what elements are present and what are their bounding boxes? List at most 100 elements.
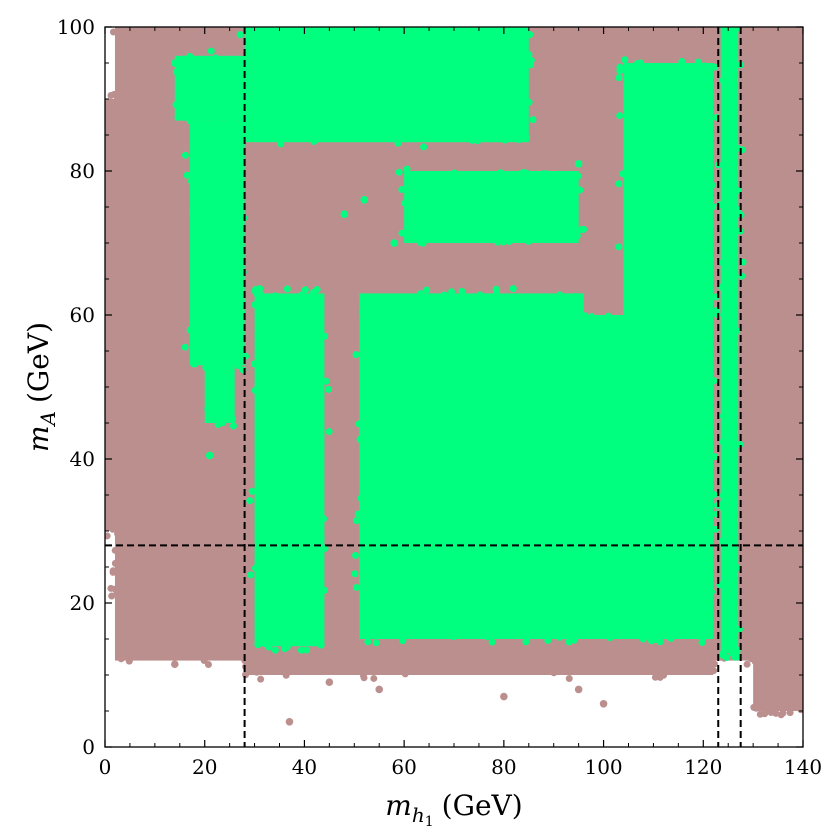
edge-point xyxy=(750,41,758,49)
data-point xyxy=(360,196,369,204)
edge-point xyxy=(499,238,507,246)
edge-point xyxy=(746,317,754,325)
edge-point xyxy=(468,136,476,144)
edge-point xyxy=(105,370,109,378)
edge-point xyxy=(779,705,787,713)
edge-point xyxy=(352,551,360,559)
edge-point xyxy=(804,131,811,138)
edge-point xyxy=(525,51,533,59)
x-tick-label: 0 xyxy=(99,755,112,779)
data-point xyxy=(200,37,209,46)
edge-point xyxy=(403,165,411,173)
edge-point xyxy=(186,326,194,334)
data-point xyxy=(126,613,134,622)
edge-point xyxy=(619,170,627,178)
edge-point xyxy=(394,139,402,147)
edge-point xyxy=(237,147,245,155)
edge-point xyxy=(641,19,648,26)
edge-point xyxy=(173,68,181,76)
edge-point xyxy=(117,655,125,663)
edge-point xyxy=(713,241,721,249)
edge-point xyxy=(254,62,262,70)
edge-point xyxy=(234,362,242,370)
data-point xyxy=(465,224,473,233)
edge-point xyxy=(534,274,542,282)
edge-point xyxy=(734,205,742,213)
edge-point xyxy=(550,669,558,677)
edge-point xyxy=(105,119,108,127)
edge-point xyxy=(263,27,271,35)
edge-point xyxy=(245,49,253,57)
x-tick-label: 80 xyxy=(491,755,516,779)
edge-point xyxy=(715,501,723,509)
edge-point xyxy=(141,94,149,102)
edge-point xyxy=(282,671,290,679)
edge-point xyxy=(733,327,741,335)
edge-point xyxy=(326,146,334,154)
edge-point xyxy=(799,465,803,473)
edge-point xyxy=(529,294,537,302)
edge-point xyxy=(111,546,119,554)
edge-point xyxy=(353,667,361,675)
edge-point xyxy=(297,291,305,299)
edge-point xyxy=(798,20,805,27)
edge-point xyxy=(195,653,203,661)
edge-point xyxy=(325,428,333,436)
edge-point xyxy=(776,19,783,26)
edge-point xyxy=(152,486,160,494)
edge-point xyxy=(320,586,328,594)
edge-point xyxy=(370,674,378,682)
edge-point xyxy=(401,670,409,678)
series-2-points xyxy=(171,19,747,661)
edge-point xyxy=(722,245,730,253)
edge-point xyxy=(265,643,273,651)
edge-point xyxy=(237,139,245,147)
edge-point xyxy=(573,272,581,280)
edge-point xyxy=(246,497,254,505)
edge-point xyxy=(122,531,130,539)
edge-point xyxy=(571,187,579,195)
edge-point xyxy=(333,19,340,26)
edge-point xyxy=(544,636,552,644)
edge-point xyxy=(200,358,208,366)
edge-point xyxy=(515,136,523,144)
edge-point xyxy=(172,101,180,109)
edge-point xyxy=(207,47,215,55)
edge-point xyxy=(536,145,544,153)
reference-lines xyxy=(105,27,803,747)
edge-point xyxy=(577,341,585,349)
edge-point xyxy=(148,180,156,188)
edge-point xyxy=(729,20,736,27)
edge-point xyxy=(476,291,484,299)
edge-point xyxy=(637,59,645,67)
edge-point xyxy=(359,359,367,367)
edge-point xyxy=(795,147,803,155)
edge-point xyxy=(364,638,372,646)
edge-point xyxy=(488,293,496,301)
edge-point xyxy=(534,27,542,30)
edge-point xyxy=(227,306,235,314)
edge-point xyxy=(239,596,247,604)
edge-point xyxy=(210,119,218,127)
edge-point xyxy=(798,254,803,262)
edge-point xyxy=(719,491,727,499)
edge-point xyxy=(527,56,535,64)
edge-point xyxy=(405,191,413,199)
edge-point xyxy=(150,98,158,106)
edge-point xyxy=(635,306,643,314)
edge-point xyxy=(236,577,244,585)
edge-point xyxy=(720,252,728,260)
edge-point xyxy=(151,391,159,399)
edge-point xyxy=(106,386,114,394)
edge-point xyxy=(723,27,725,28)
edge-point xyxy=(730,419,738,427)
edge-point xyxy=(743,660,751,668)
edge-point xyxy=(298,638,306,646)
edge-point xyxy=(353,583,361,591)
edge-point xyxy=(720,505,728,513)
y-tick-label: 80 xyxy=(70,159,95,183)
series-2-region-9 xyxy=(720,27,739,654)
edge-point xyxy=(747,202,755,210)
edge-point xyxy=(733,563,741,571)
edge-point xyxy=(153,153,161,161)
